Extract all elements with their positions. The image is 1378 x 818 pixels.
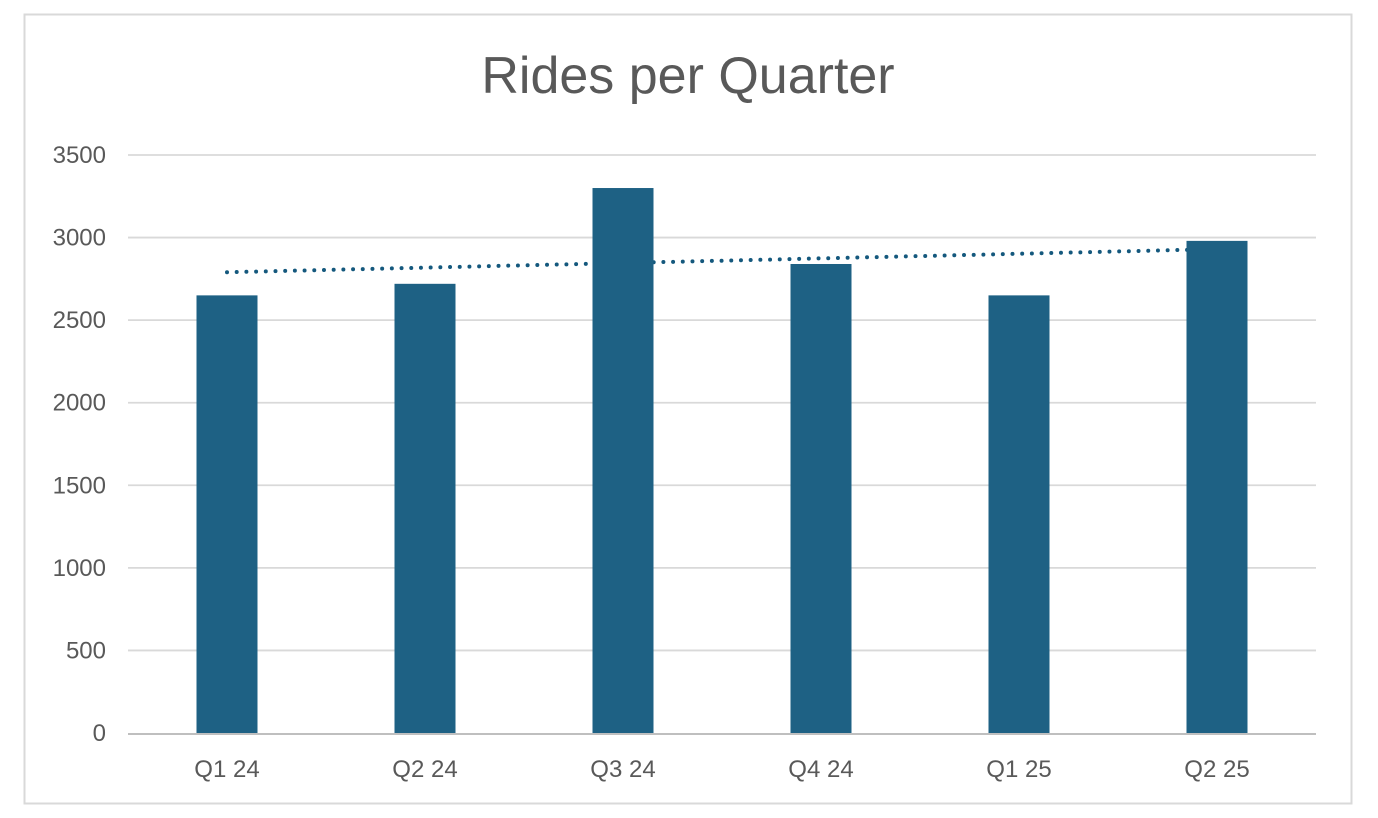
x-tick-label: Q3 24 <box>590 756 655 783</box>
x-tick-label: Q2 24 <box>392 756 457 783</box>
x-tick-label: Q2 25 <box>1184 756 1249 783</box>
y-tick-label: 0 <box>93 720 106 747</box>
x-tick-label: Q1 25 <box>986 756 1051 783</box>
y-tick-label: 3500 <box>53 142 106 169</box>
trendline-layer <box>225 247 1219 275</box>
gridlines <box>128 154 1316 652</box>
bar <box>394 283 456 733</box>
bar <box>790 263 852 733</box>
y-tick-label: 500 <box>66 637 106 664</box>
y-tick-label: 1500 <box>53 472 106 499</box>
bar <box>592 188 654 733</box>
x-tick-label: Q4 24 <box>788 756 853 783</box>
bar <box>196 295 258 733</box>
y-tick-label: 3000 <box>53 225 106 252</box>
bars-layer <box>196 188 1248 734</box>
chart-title: Rides per Quarter <box>481 47 894 105</box>
bar <box>988 295 1050 733</box>
tick-labels-layer: 0 500 1000 1500 2000 2500 3000 3500 Q1 24 Q2 24 Q3… <box>53 142 1250 783</box>
trendline <box>225 247 1219 275</box>
y-tick-label: 2500 <box>53 307 106 334</box>
bar <box>1186 240 1248 734</box>
y-tick-label: 1000 <box>53 555 106 582</box>
x-tick-label: Q1 24 <box>194 756 259 783</box>
y-tick-label: 2000 <box>53 390 106 417</box>
